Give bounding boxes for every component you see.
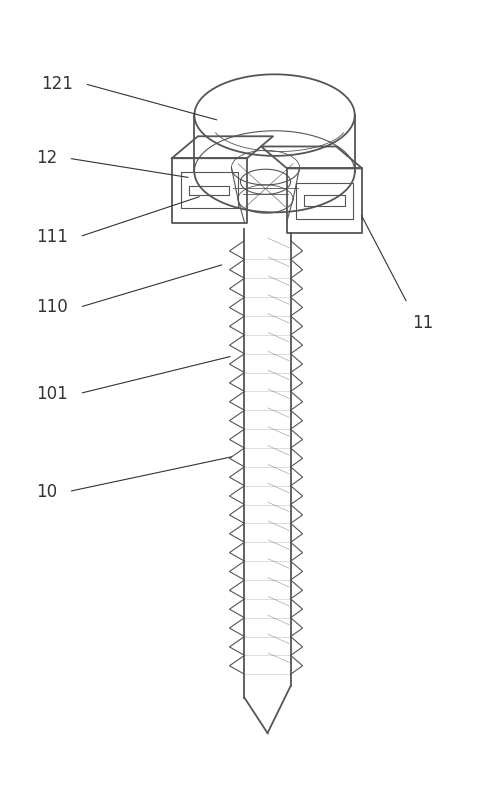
Text: 121: 121 [41, 75, 74, 93]
Text: 111: 111 [36, 227, 69, 246]
Text: 11: 11 [412, 314, 433, 332]
Text: 101: 101 [36, 385, 68, 402]
Text: 12: 12 [36, 150, 58, 167]
Text: 110: 110 [36, 298, 68, 316]
Text: 10: 10 [36, 482, 57, 501]
